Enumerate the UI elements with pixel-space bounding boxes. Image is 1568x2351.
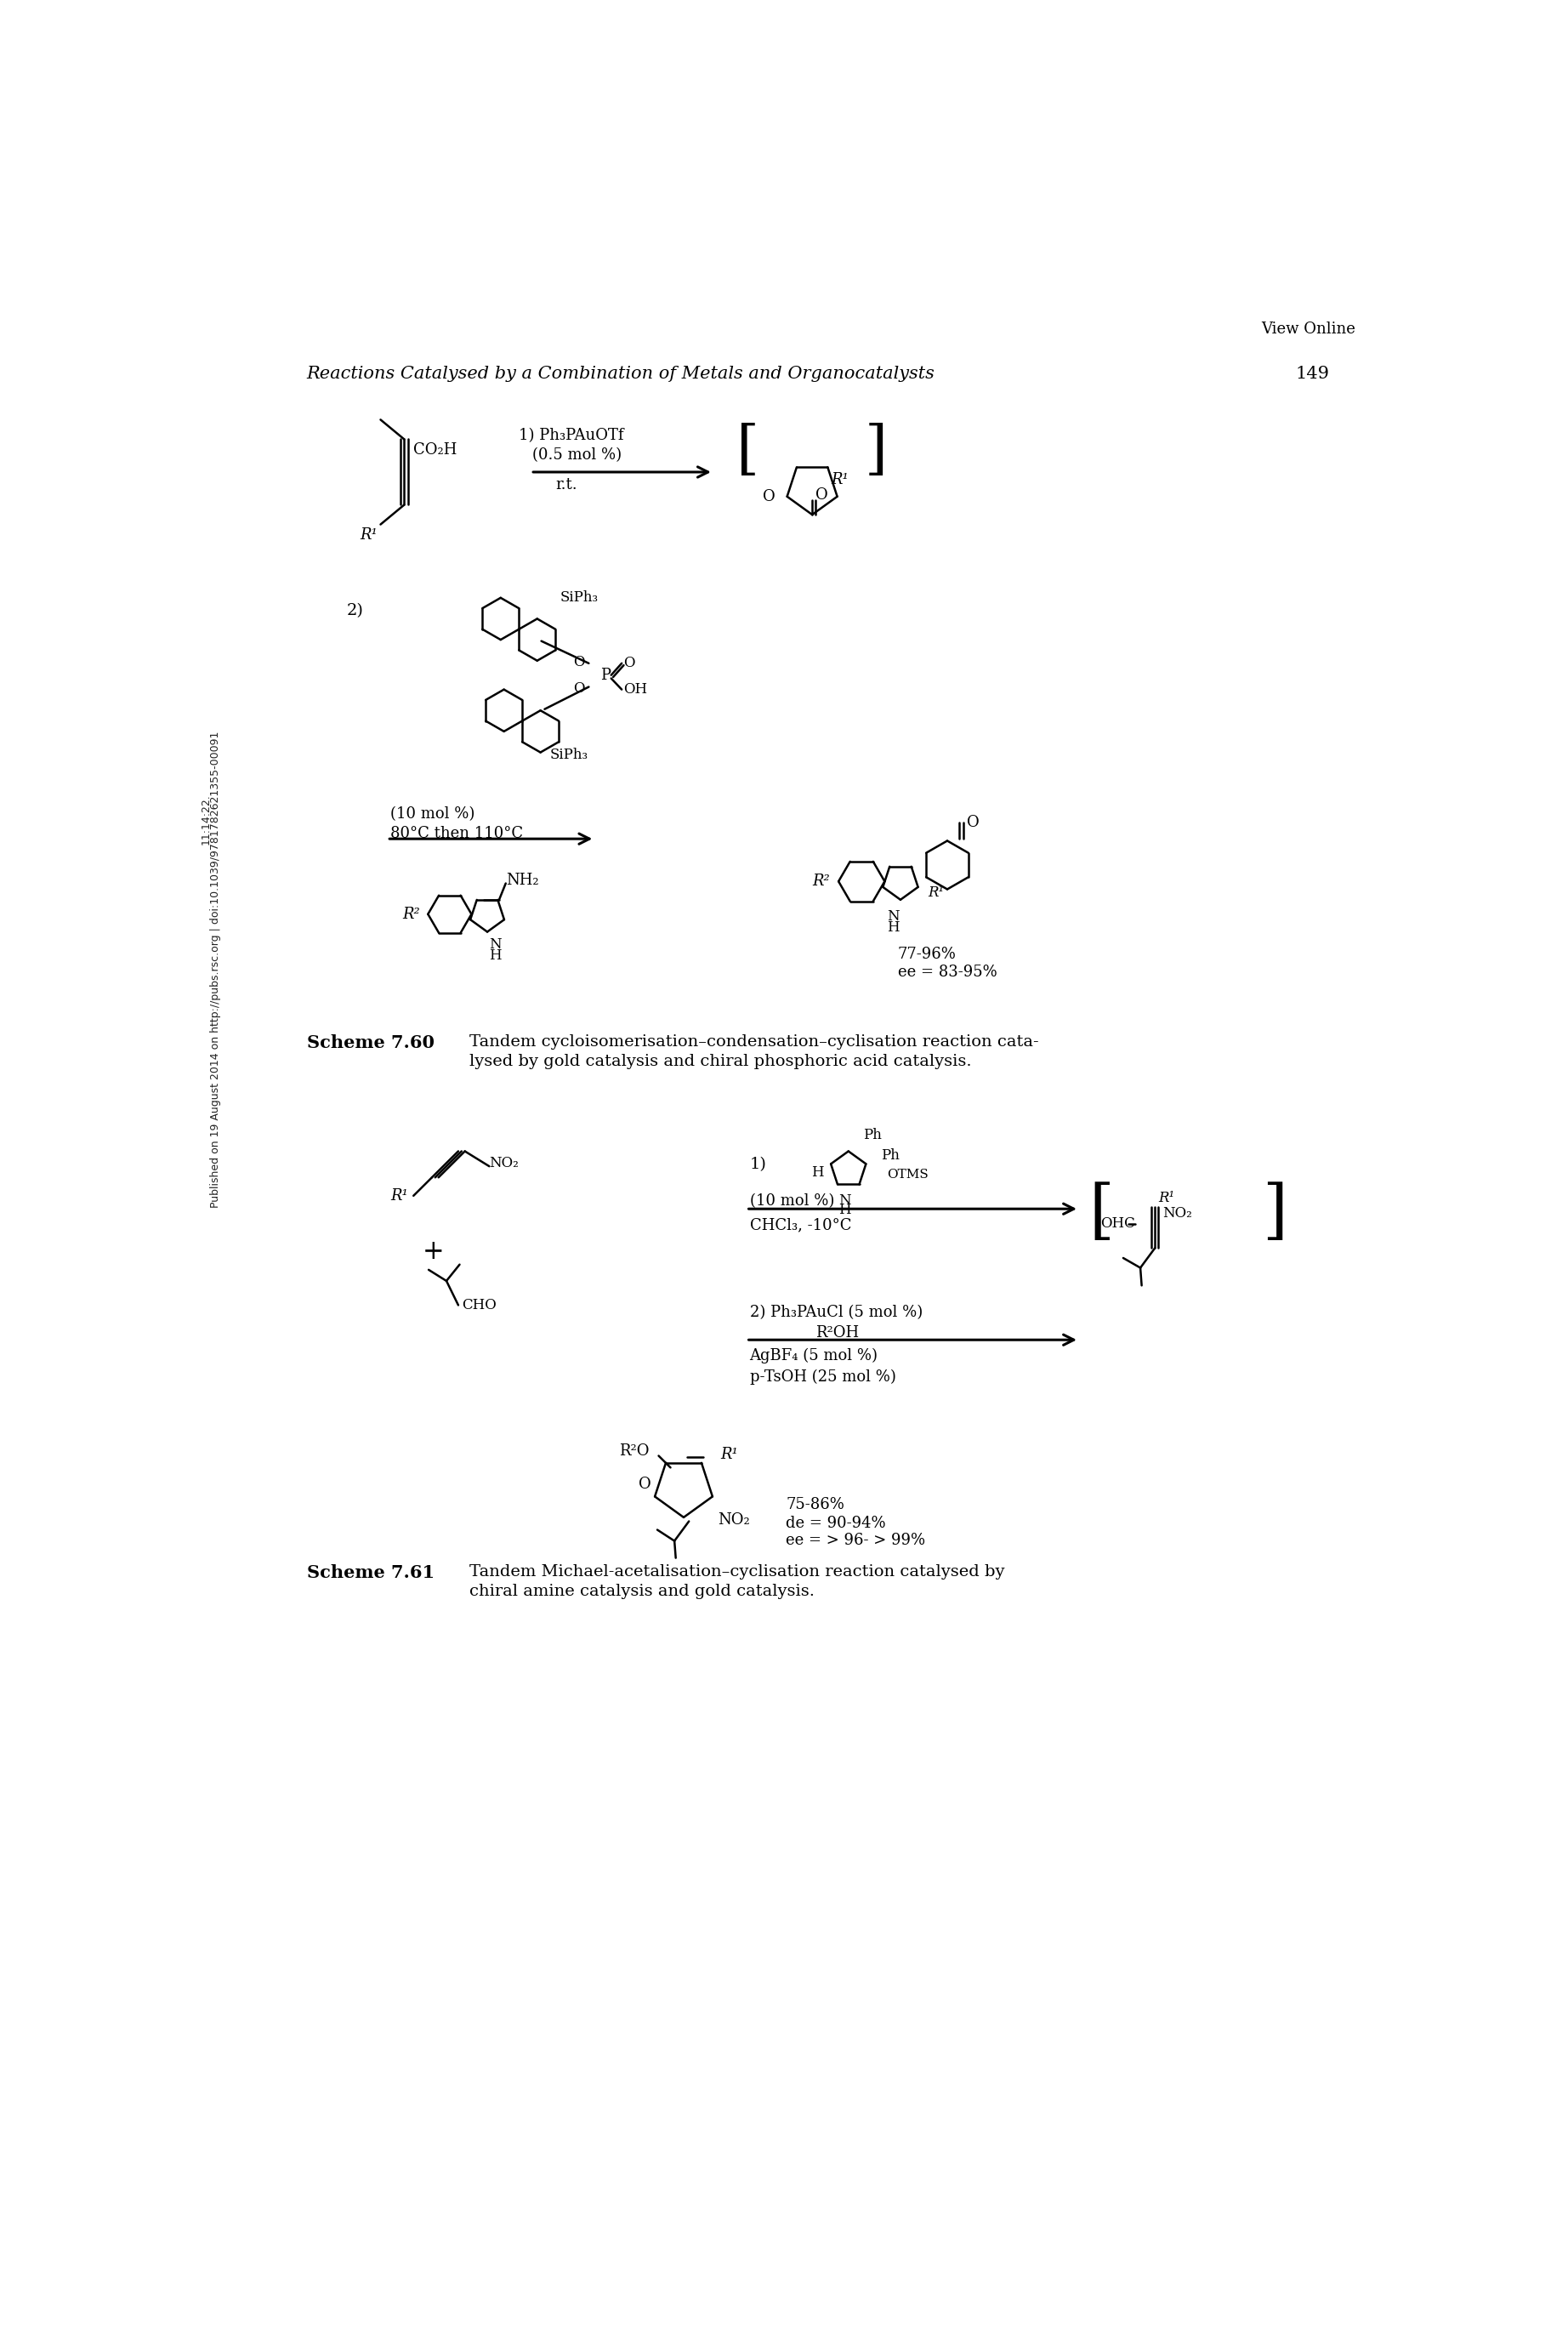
Text: (10 mol %): (10 mol %) (750, 1194, 834, 1208)
Text: lysed by gold catalysis and chiral phosphoric acid catalysis.: lysed by gold catalysis and chiral phosp… (469, 1053, 972, 1070)
Text: R²: R² (812, 875, 829, 889)
Text: R¹: R¹ (928, 886, 944, 900)
Text: OH: OH (622, 682, 648, 696)
Text: Reactions Catalysed by a Combination of Metals and Organocatalysts: Reactions Catalysed by a Combination of … (307, 367, 935, 383)
Text: +: + (422, 1239, 444, 1265)
Text: 75-86%: 75-86% (786, 1498, 845, 1512)
Text: O: O (638, 1476, 651, 1491)
Text: SiPh₃: SiPh₃ (560, 590, 597, 604)
Text: (0.5 mol %): (0.5 mol %) (532, 447, 621, 463)
Text: R²: R² (403, 907, 420, 922)
Text: R²O: R²O (619, 1444, 649, 1460)
Text: H: H (811, 1166, 823, 1180)
Text: R¹: R¹ (359, 527, 378, 543)
Text: Scheme 7.61: Scheme 7.61 (307, 1563, 434, 1582)
Text: Tandem Michael-acetalisation–cyclisation reaction catalysed by: Tandem Michael-acetalisation–cyclisation… (469, 1563, 1005, 1580)
Text: Ph: Ph (862, 1128, 881, 1143)
Text: R¹: R¹ (1159, 1192, 1174, 1206)
Text: 80°C then 110°C: 80°C then 110°C (390, 825, 524, 842)
Text: NO₂: NO₂ (1163, 1206, 1192, 1220)
Text: Published on 19 August 2014 on http://pubs.rsc.org | doi:10.1039/9781782621355-0: Published on 19 August 2014 on http://pu… (210, 731, 221, 1208)
Text: [: [ (1088, 1183, 1115, 1246)
Text: H: H (489, 947, 502, 962)
Text: O: O (574, 656, 585, 670)
Text: NO₂: NO₂ (489, 1157, 519, 1171)
Text: chiral amine catalysis and gold catalysis.: chiral amine catalysis and gold catalysi… (469, 1585, 815, 1599)
Text: [: [ (737, 423, 759, 480)
Text: N: N (887, 910, 900, 924)
Text: OHC: OHC (1101, 1218, 1135, 1232)
Text: 2) Ph₃PAuCl (5 mol %): 2) Ph₃PAuCl (5 mol %) (750, 1305, 922, 1321)
Text: ]: ] (866, 423, 887, 480)
Text: Tandem cycloisomerisation–condensation–cyclisation reaction cata-: Tandem cycloisomerisation–condensation–c… (469, 1034, 1040, 1049)
Text: NO₂: NO₂ (718, 1512, 750, 1528)
Text: 11:14:22.: 11:14:22. (201, 795, 212, 844)
Text: P: P (601, 668, 612, 682)
Text: O: O (622, 656, 635, 670)
Text: CHCl₃, -10°C: CHCl₃, -10°C (750, 1218, 851, 1232)
Text: p-TsOH (25 mol %): p-TsOH (25 mol %) (750, 1368, 895, 1385)
Text: O: O (574, 682, 585, 696)
Text: Scheme 7.60: Scheme 7.60 (307, 1034, 434, 1051)
Text: 1) Ph₃PAuOTf: 1) Ph₃PAuOTf (519, 428, 624, 442)
Text: (10 mol %): (10 mol %) (390, 806, 475, 820)
Text: R¹: R¹ (390, 1187, 408, 1204)
Text: 1): 1) (750, 1157, 767, 1171)
Text: CHO: CHO (461, 1298, 495, 1312)
Text: H: H (839, 1204, 851, 1218)
Text: O: O (762, 489, 775, 503)
Text: O: O (815, 487, 828, 503)
Text: View Online: View Online (1262, 322, 1356, 336)
Text: ]: ] (1262, 1183, 1287, 1246)
Text: 2): 2) (347, 604, 364, 618)
Text: NH₂: NH₂ (506, 872, 538, 889)
Text: CO₂H: CO₂H (414, 442, 458, 458)
Text: SiPh₃: SiPh₃ (550, 748, 588, 762)
Text: H: H (887, 919, 900, 933)
Text: N: N (839, 1194, 851, 1208)
Text: R¹: R¹ (721, 1446, 739, 1462)
Text: O: O (967, 816, 980, 830)
Text: AgBF₄ (5 mol %): AgBF₄ (5 mol %) (750, 1349, 878, 1364)
Text: R¹: R¹ (831, 473, 848, 487)
Text: de = 90-94%: de = 90-94% (786, 1516, 886, 1531)
Text: ee = 83-95%: ee = 83-95% (898, 964, 997, 980)
Text: 77-96%: 77-96% (898, 947, 956, 962)
Text: ee = > 96- > 99%: ee = > 96- > 99% (786, 1533, 925, 1549)
Text: Ph: Ph (881, 1147, 900, 1161)
Text: N: N (489, 938, 502, 952)
Text: R²OH: R²OH (815, 1326, 859, 1340)
Text: r.t.: r.t. (555, 477, 577, 494)
Text: OTMS: OTMS (886, 1168, 928, 1180)
Text: 149: 149 (1295, 367, 1330, 383)
